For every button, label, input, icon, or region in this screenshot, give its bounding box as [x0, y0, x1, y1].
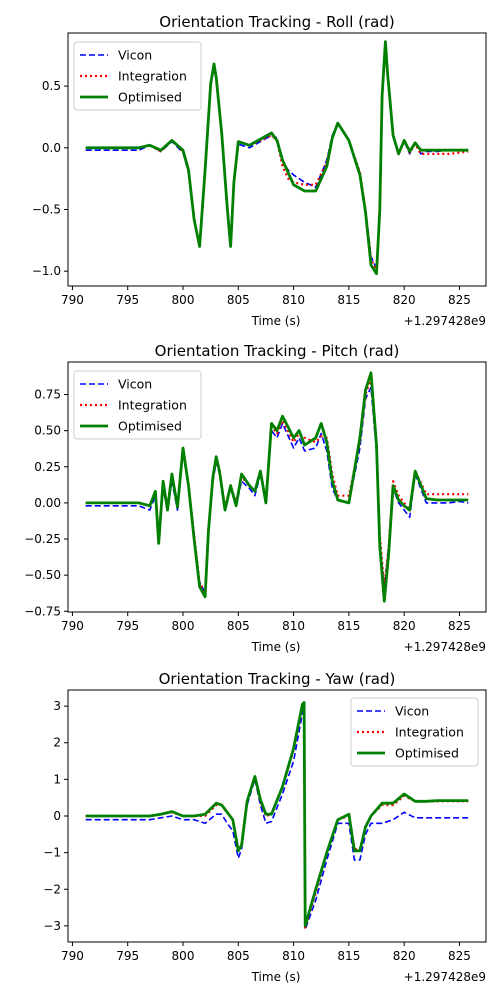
x-tick-label: 815	[337, 619, 360, 633]
legend-label-vicon: Vicon	[118, 377, 152, 392]
y-tick-label: 0.50	[34, 424, 61, 438]
chart-panel-3: Orientation Tracking - Yaw (rad) 790 795 80…	[43, 670, 487, 984]
x-tick-label: 795	[116, 949, 139, 963]
series-group	[85, 701, 469, 931]
y-tick-label: 0	[53, 809, 61, 823]
x-tick-label: 805	[227, 949, 250, 963]
legend-label-vicon: Vicon	[395, 704, 429, 719]
x-tick-label: 820	[393, 619, 416, 633]
series-line-optimised	[85, 701, 469, 928]
legend: Vicon Integration Optimised	[350, 697, 479, 767]
x-tick-label: 820	[393, 949, 416, 963]
series-group	[85, 371, 469, 603]
x-tick-label: 810	[282, 619, 305, 633]
y-tick-label: 3	[53, 699, 61, 713]
legend-box	[73, 370, 202, 440]
y-tick-label: 0.0	[42, 141, 61, 155]
x-axis-label: Time (s)	[251, 314, 301, 328]
legend-label-optimised: Optimised	[118, 90, 182, 105]
chart-title: Orientation Tracking - Pitch (rad)	[155, 342, 400, 360]
legend-box	[73, 41, 202, 111]
x-tick-label: 825	[448, 619, 471, 633]
chart-panel-1: Orientation Tracking - Roll (rad) 790 795 8…	[32, 13, 487, 328]
chart-panel-2: Orientation Tracking - Pitch (rad) 790 795…	[24, 342, 487, 654]
x-offset-label: +1.297428e9	[404, 314, 486, 328]
x-tick-label: 795	[116, 619, 139, 633]
x-tick-label: 800	[172, 619, 195, 633]
x-tick-label: 790	[61, 293, 84, 307]
axes-frame	[67, 32, 487, 287]
x-axis-label: Time (s)	[251, 640, 301, 654]
x-tick-label: 810	[282, 293, 305, 307]
x-tick-label: 795	[116, 293, 139, 307]
x-tick-label: 800	[172, 293, 195, 307]
y-tick-label: −0.25	[24, 532, 61, 546]
y-tick-label: −1.0	[32, 264, 61, 278]
x-tick-label: 825	[448, 293, 471, 307]
legend-label-optimised: Optimised	[118, 419, 182, 434]
x-tick-label: 805	[227, 293, 250, 307]
axes-frame	[67, 361, 487, 613]
y-tick-label: −1	[43, 846, 61, 860]
y-tick-label: 0.5	[42, 79, 61, 93]
x-tick-label: 800	[172, 949, 195, 963]
legend-box	[350, 697, 479, 767]
y-tick-label: −2	[43, 882, 61, 896]
x-tick-label: 790	[61, 949, 84, 963]
y-tick-label: 0.25	[34, 460, 61, 474]
y-tick-label: −3	[43, 919, 61, 933]
y-tick-label: −0.5	[32, 202, 61, 216]
legend-label-integration: Integration	[118, 398, 187, 413]
x-tick-label: 820	[393, 293, 416, 307]
chart-title: Orientation Tracking - Roll (rad)	[159, 13, 394, 31]
series-group	[85, 40, 469, 276]
y-tick-label: 0.75	[34, 388, 61, 402]
legend-label-integration: Integration	[395, 725, 464, 740]
x-offset-label: +1.297428e9	[404, 640, 486, 654]
x-tick-label: 825	[448, 949, 471, 963]
chart-title: Orientation Tracking - Yaw (rad)	[159, 670, 396, 688]
series-line-optimised	[85, 40, 469, 276]
y-tick-label: −0.75	[24, 604, 61, 618]
x-tick-label: 805	[227, 619, 250, 633]
y-tick-label: 0.00	[34, 496, 61, 510]
legend-label-optimised: Optimised	[395, 746, 459, 761]
x-axis-label: Time (s)	[251, 970, 301, 984]
x-tick-label: 815	[337, 293, 360, 307]
y-tick-label: 1	[53, 772, 61, 786]
x-tick-label: 810	[282, 949, 305, 963]
legend-label-integration: Integration	[118, 69, 187, 84]
y-tick-label: −0.50	[24, 568, 61, 582]
series-line-optimised	[85, 371, 469, 603]
legend: Vicon Integration Optimised	[73, 41, 202, 111]
y-tick-label: 2	[53, 736, 61, 750]
x-tick-label: 790	[61, 619, 84, 633]
x-offset-label: +1.297428e9	[404, 970, 486, 984]
x-tick-label: 815	[337, 949, 360, 963]
legend-label-vicon: Vicon	[118, 48, 152, 63]
legend: Vicon Integration Optimised	[73, 370, 202, 440]
series-line-vicon	[85, 705, 469, 931]
